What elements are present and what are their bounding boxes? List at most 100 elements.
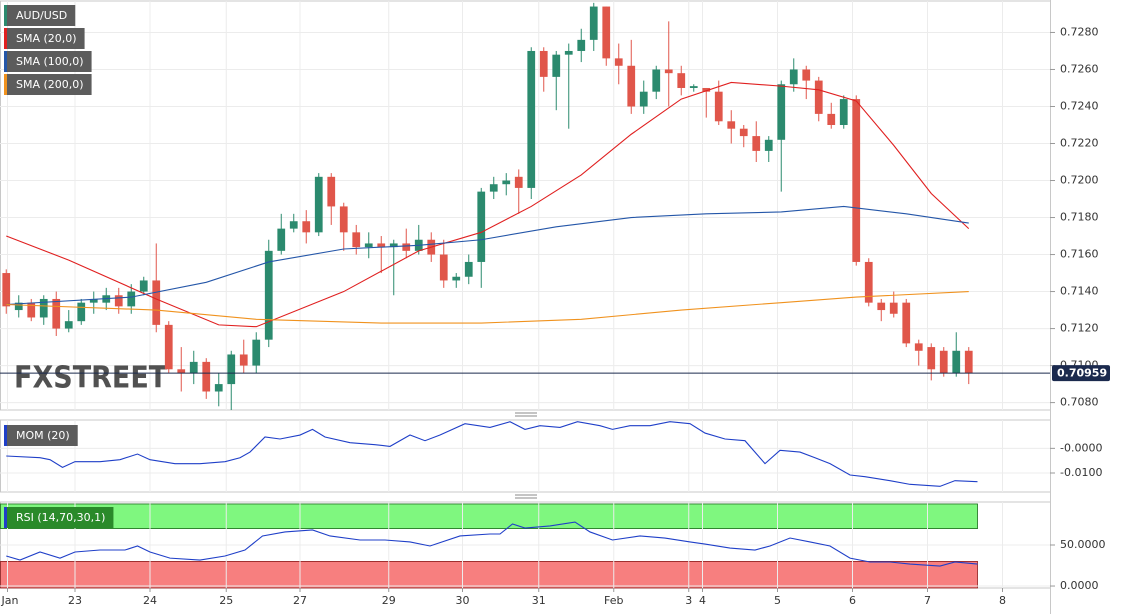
x-tick-label: 5	[774, 594, 781, 607]
legend-swatch	[4, 425, 7, 446]
candle-body	[927, 347, 936, 370]
pane	[0, 502, 1050, 589]
y-tick-label: 0.7220	[1060, 137, 1099, 150]
candle-body	[152, 280, 161, 325]
candle-body	[64, 321, 73, 329]
candle-body	[714, 91, 723, 122]
legend-label: MOM (20)	[16, 429, 70, 442]
legend-label: SMA (100,0)	[16, 55, 84, 68]
x-tick-label: 6	[849, 594, 856, 607]
sma-line	[6, 81, 970, 328]
y-tick-label: 0.7180	[1060, 211, 1099, 224]
x-tick-label: 7	[924, 594, 931, 607]
sma-line	[6, 291, 969, 324]
legend-box	[4, 507, 114, 528]
candle-body	[514, 176, 523, 188]
candle-body	[589, 6, 598, 40]
y-tick-label: 0.7260	[1060, 62, 1099, 75]
legend-label: SMA (20,0)	[16, 32, 77, 45]
candle-body	[377, 243, 386, 248]
x-tick-label: 3	[685, 594, 692, 607]
legend-swatch	[4, 507, 7, 528]
candle-body	[727, 121, 736, 129]
candle-body	[552, 54, 561, 77]
legend-swatch	[4, 28, 7, 49]
y-tick-label: 0.7200	[1060, 174, 1099, 187]
candle-body	[252, 339, 261, 366]
candle-body	[502, 180, 511, 185]
y-tick-label: 0.7140	[1060, 285, 1099, 298]
candle-body	[352, 232, 361, 248]
pane-separator	[515, 412, 537, 499]
candle-body	[39, 298, 48, 318]
legend-box	[4, 51, 92, 72]
candle-body	[839, 99, 848, 125]
candle-body	[852, 99, 861, 262]
candle-body	[902, 302, 911, 344]
candle-body	[227, 354, 236, 385]
candle-body	[539, 50, 548, 77]
x-tick-label: 4	[699, 594, 706, 607]
candle-body	[77, 302, 86, 322]
y-tick-label: 0.7080	[1060, 396, 1099, 409]
legend-swatch	[4, 5, 7, 26]
candle-body	[814, 80, 823, 114]
x-tick-label: 30	[456, 594, 470, 607]
candle-body	[602, 6, 611, 59]
candle-body	[827, 113, 836, 125]
sma-line	[6, 205, 969, 306]
legend-box	[4, 28, 85, 49]
candle-body	[689, 86, 698, 88]
candle-body	[789, 69, 798, 85]
y-tick-label: 0.7240	[1060, 99, 1099, 112]
band	[0, 561, 978, 589]
indicator-line	[6, 521, 978, 567]
candle-body	[2, 273, 11, 307]
candle-body	[27, 302, 36, 318]
legend-swatch	[4, 51, 7, 72]
candle-body	[777, 84, 786, 140]
candle-body	[677, 73, 686, 88]
candle-body	[702, 87, 711, 92]
candle-body	[89, 298, 98, 303]
legend-box	[4, 425, 78, 446]
candle-body	[664, 69, 673, 74]
y-tick-label: -0.0000	[1060, 441, 1102, 454]
candle-body	[964, 350, 973, 373]
x-tick-label: Jan	[1, 594, 19, 607]
x-tick-label: 27	[293, 594, 307, 607]
candle-body	[277, 228, 286, 251]
candle-body	[952, 350, 961, 373]
last-price-box	[1052, 365, 1110, 382]
candle-body	[652, 69, 661, 92]
candle-body	[239, 354, 248, 366]
candle-body	[477, 191, 486, 262]
candle-body	[339, 206, 348, 233]
candle-body	[527, 50, 536, 188]
y-tick-label: -0.0100	[1060, 466, 1102, 479]
candle-body	[139, 280, 148, 292]
y-tick-label: 0.7120	[1060, 322, 1099, 335]
candle-body	[914, 343, 923, 351]
candle-body	[452, 276, 461, 281]
candle-body	[627, 65, 636, 107]
pane: FXSTREET	[0, 1, 1050, 410]
candle-body	[939, 350, 948, 373]
candle-body	[577, 39, 586, 51]
x-tick-label: 23	[68, 594, 82, 607]
candle-body	[14, 302, 23, 311]
candle-body	[314, 176, 323, 233]
y-tick-label: 0.0000	[1060, 579, 1099, 592]
last-price-label: 0.70959	[1057, 367, 1107, 380]
candle-body	[764, 139, 773, 151]
candle-body	[289, 221, 298, 229]
candle-body	[127, 291, 136, 307]
candle-body	[639, 91, 648, 107]
candle-body	[489, 184, 498, 192]
candle-body	[52, 298, 61, 329]
candle-body	[864, 261, 873, 303]
x-tick-label: 31	[532, 594, 546, 607]
candle-body	[614, 58, 623, 66]
candle-body	[439, 254, 448, 281]
pane-frame	[0, 419, 1051, 493]
